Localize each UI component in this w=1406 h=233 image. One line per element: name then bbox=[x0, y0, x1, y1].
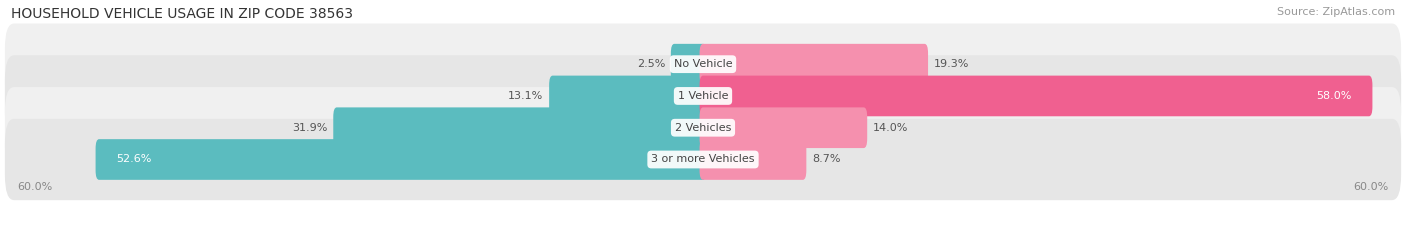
Text: 19.3%: 19.3% bbox=[934, 59, 969, 69]
FancyBboxPatch shape bbox=[671, 44, 706, 85]
Text: HOUSEHOLD VEHICLE USAGE IN ZIP CODE 38563: HOUSEHOLD VEHICLE USAGE IN ZIP CODE 3856… bbox=[11, 7, 353, 21]
Text: 60.0%: 60.0% bbox=[17, 182, 53, 192]
Text: 31.9%: 31.9% bbox=[292, 123, 328, 133]
Text: 52.6%: 52.6% bbox=[117, 154, 152, 164]
Text: 8.7%: 8.7% bbox=[813, 154, 841, 164]
Text: No Vehicle: No Vehicle bbox=[673, 59, 733, 69]
FancyBboxPatch shape bbox=[4, 87, 1402, 168]
FancyBboxPatch shape bbox=[4, 24, 1402, 105]
Text: 1 Vehicle: 1 Vehicle bbox=[678, 91, 728, 101]
FancyBboxPatch shape bbox=[700, 76, 1372, 116]
Text: 3 or more Vehicles: 3 or more Vehicles bbox=[651, 154, 755, 164]
Text: 2.5%: 2.5% bbox=[637, 59, 665, 69]
Text: 13.1%: 13.1% bbox=[508, 91, 543, 101]
FancyBboxPatch shape bbox=[700, 107, 868, 148]
Legend: Owner-occupied, Renter-occupied: Owner-occupied, Renter-occupied bbox=[586, 230, 820, 233]
Text: 58.0%: 58.0% bbox=[1316, 91, 1351, 101]
FancyBboxPatch shape bbox=[333, 107, 706, 148]
FancyBboxPatch shape bbox=[700, 44, 928, 85]
Text: Source: ZipAtlas.com: Source: ZipAtlas.com bbox=[1277, 7, 1395, 17]
FancyBboxPatch shape bbox=[550, 76, 706, 116]
Text: 60.0%: 60.0% bbox=[1353, 182, 1389, 192]
FancyBboxPatch shape bbox=[4, 119, 1402, 200]
FancyBboxPatch shape bbox=[4, 55, 1402, 137]
FancyBboxPatch shape bbox=[700, 139, 807, 180]
FancyBboxPatch shape bbox=[96, 139, 706, 180]
Text: 14.0%: 14.0% bbox=[873, 123, 908, 133]
Text: 2 Vehicles: 2 Vehicles bbox=[675, 123, 731, 133]
